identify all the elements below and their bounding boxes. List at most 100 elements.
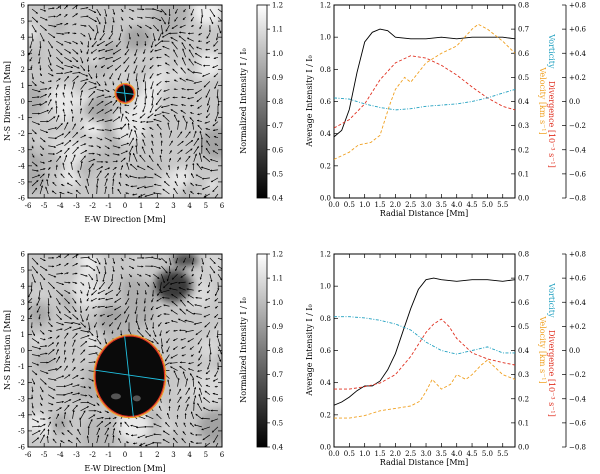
flow-vector <box>64 154 68 162</box>
flow-vector <box>136 81 140 91</box>
flow-vector <box>88 163 94 171</box>
flow-vector <box>64 139 72 146</box>
granule-blob <box>192 5 222 25</box>
flow-vector <box>204 121 210 124</box>
flow-vector <box>29 314 33 318</box>
flow-vector <box>112 137 121 140</box>
flow-vector <box>143 298 146 304</box>
flow-vector <box>72 327 82 331</box>
flow-vector <box>213 56 219 60</box>
flow-vector <box>72 123 76 130</box>
map-y-tick-label: 5 <box>21 18 25 26</box>
flow-vector <box>149 65 154 69</box>
flow-vector <box>64 374 71 379</box>
flow-vector <box>198 152 203 162</box>
flow-vector <box>125 432 130 436</box>
flow-vector <box>202 64 210 67</box>
flow-vector <box>149 105 154 113</box>
flow-vector <box>205 133 211 138</box>
flow-vector <box>217 338 221 347</box>
flow-vector <box>56 155 62 163</box>
velocity-tick-label: 0.2 <box>518 395 529 403</box>
profile-ticks: 0.0 0.5 1.0 1.5 2.0 2.5 3.0 3.5 4.0 4.5 5.0 5.50.00… <box>320 2 587 210</box>
granule-blob <box>84 142 94 151</box>
flow-vector <box>56 57 64 64</box>
flow-vector <box>55 84 59 90</box>
flow-vector <box>161 296 170 299</box>
flow-vector <box>144 322 149 330</box>
map-y-tick-label: 1 <box>21 82 25 90</box>
flow-vector <box>112 106 119 114</box>
flow-vector <box>104 427 110 436</box>
flow-vector <box>88 16 97 23</box>
profile-ticks: 0.0 0.5 1.0 1.5 2.0 2.5 3.0 3.5 4.0 4.5 5.0 5.50.00… <box>320 251 587 459</box>
flow-vector <box>163 181 170 187</box>
flow-vector <box>39 16 48 21</box>
flow-vector <box>114 314 122 321</box>
flow-vector <box>39 330 45 335</box>
map-x-tick-label: -3 <box>73 451 80 459</box>
flow-vector <box>207 362 211 370</box>
flow-vector <box>141 146 146 154</box>
flow-vector <box>184 330 194 333</box>
flow-vector <box>64 326 72 331</box>
flow-vector <box>201 426 210 431</box>
flow-vector <box>201 177 210 180</box>
flow-vector <box>31 437 40 444</box>
flow-vector <box>96 434 100 444</box>
flow-vector <box>164 322 170 325</box>
flow-vector <box>195 174 202 179</box>
flow-vector <box>112 434 115 444</box>
granule-blob <box>28 84 46 118</box>
flow-vector <box>80 394 88 397</box>
flow-vector <box>149 73 154 79</box>
flow-vector <box>139 113 146 119</box>
flow-vector <box>175 8 178 14</box>
flow-vector <box>205 128 210 131</box>
profile-x-tick-label: 1.5 <box>374 201 385 209</box>
flow-vector <box>212 64 219 69</box>
flow-vector <box>60 184 65 187</box>
flow-vector <box>30 65 33 70</box>
flow-vector <box>164 62 170 66</box>
flow-vector <box>165 422 170 428</box>
flow-vector <box>199 274 203 280</box>
colorbar-tick-label: 1.2 <box>272 2 283 10</box>
flow-vector <box>105 40 114 47</box>
flow-vector <box>124 421 130 428</box>
flow-vector <box>40 87 48 90</box>
flow-vector <box>173 59 178 66</box>
map-x-tick-label: 6 <box>220 202 225 210</box>
flow-vector <box>31 161 38 167</box>
flow-vector <box>212 129 219 132</box>
flow-vector <box>133 65 138 74</box>
granule-blob <box>71 275 104 309</box>
flow-vector <box>80 335 90 339</box>
flow-vector <box>214 322 219 329</box>
flow-vector <box>39 145 45 150</box>
flow-vector <box>72 64 80 69</box>
flow-vector <box>144 290 147 295</box>
flow-vector <box>96 94 105 98</box>
flow-vector <box>141 65 146 73</box>
flow-vector <box>80 6 89 10</box>
colorbar-label: Normalized Intensity I / I₀ <box>239 297 248 402</box>
flow-vector <box>128 8 135 12</box>
flow-vector <box>144 175 154 179</box>
flow-vector <box>205 89 211 98</box>
flow-vector <box>163 89 170 92</box>
flow-vector <box>126 41 130 49</box>
map-x-tick-label: -4 <box>57 451 64 459</box>
flow-vector <box>68 172 73 179</box>
flow-vector <box>70 161 73 170</box>
flow-vector <box>136 281 140 286</box>
flow-vector <box>125 441 130 444</box>
flow-vector <box>97 297 105 301</box>
flow-vector <box>153 433 162 436</box>
flow-vector <box>184 173 187 178</box>
flow-vector <box>201 266 204 273</box>
flow-vector <box>96 25 99 34</box>
flow-vector <box>88 330 94 336</box>
flow-vector <box>72 272 78 275</box>
flow-vector <box>47 421 52 428</box>
